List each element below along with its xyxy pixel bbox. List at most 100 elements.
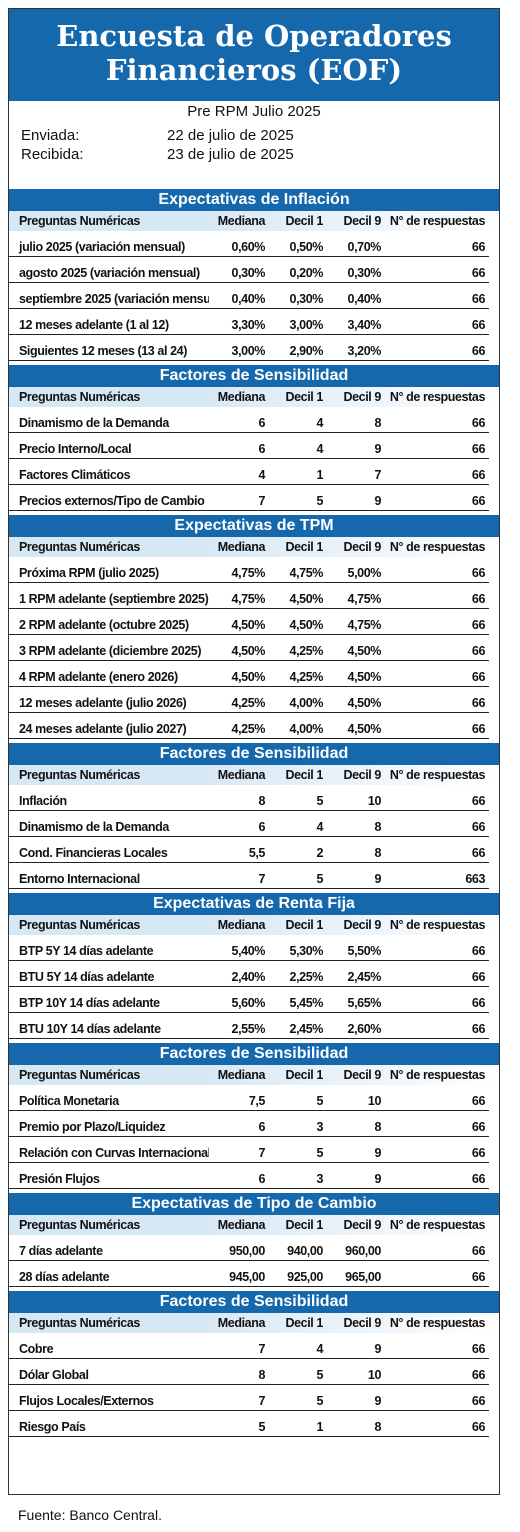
row-value: 2,45%	[269, 1022, 327, 1039]
row-value: 9	[327, 1172, 385, 1189]
row-value: 66	[385, 468, 489, 485]
row-value: 925,00	[269, 1270, 327, 1287]
row-value: 8	[327, 1420, 385, 1437]
row-value: 66	[385, 1342, 489, 1359]
column-header: Mediana	[217, 390, 266, 404]
section-title: Expectativas de Tipo de Cambio	[9, 1193, 499, 1215]
table-row: Inflación 8 5 10 66	[9, 785, 499, 811]
row-value: 66	[385, 1120, 489, 1137]
column-header-question: Preguntas Numéricas	[19, 918, 140, 932]
row-label: BTP 5Y 14 días adelante	[9, 944, 209, 961]
column-header: Decil 1	[285, 918, 323, 932]
row-value: 66	[385, 644, 489, 661]
row-value: 7	[327, 468, 385, 485]
column-header: Mediana	[217, 918, 266, 932]
row-value: 10	[327, 794, 385, 811]
table-row: Cobre 7 4 9 66	[9, 1333, 499, 1359]
row-label: 7 días adelante	[9, 1244, 209, 1261]
row-value: 4,50%	[209, 644, 269, 661]
row-value: 4,50%	[327, 722, 385, 739]
table-row: 7 días adelante 950,00 940,00 960,00 66	[9, 1235, 499, 1261]
table-row: 2 RPM adelante (octubre 2025) 4,50% 4,50% 4…	[9, 609, 499, 635]
column-header: Decil 1	[285, 1218, 323, 1232]
column-header-row: Preguntas Numéricas Mediana Decil 1 Decil 9…	[9, 211, 499, 231]
row-value: 8	[209, 1368, 269, 1385]
row-value: 1	[269, 1420, 327, 1437]
row-value: 5,45%	[269, 996, 327, 1013]
row-value: 5	[269, 1146, 327, 1163]
survey-section: Expectativas de TPM Preguntas Numéricas Me…	[9, 515, 499, 739]
column-header-row: Preguntas Numéricas Mediana Decil 1 Decil 9…	[9, 1065, 499, 1085]
section-title: Expectativas de Inflación	[9, 189, 499, 211]
row-value: 66	[385, 1420, 489, 1437]
row-value: 3,30%	[209, 318, 269, 335]
column-header: Mediana	[217, 1316, 266, 1330]
row-value: 8	[327, 1120, 385, 1137]
row-label: Dinamismo de la Demanda	[9, 820, 209, 837]
survey-section: Expectativas de Tipo de Cambio Preguntas …	[9, 1193, 499, 1287]
row-value: 2	[269, 846, 327, 863]
column-header: N° de respuestas	[389, 1316, 486, 1330]
row-value: 0,60%	[209, 240, 269, 257]
row-value: 3	[269, 1172, 327, 1189]
table-row: Relación con Curvas Internacionales 7 5 9 66	[9, 1137, 499, 1163]
row-value: 66	[385, 416, 489, 433]
table-row: BTP 5Y 14 días adelante 5,40% 5,30% 5,50% 66	[9, 935, 499, 961]
row-value: 5,50%	[327, 944, 385, 961]
received-value: 23 de julio de 2025	[167, 146, 294, 163]
row-label: 24 meses adelante (julio 2027)	[9, 722, 209, 739]
row-label: Premio por Plazo/Liquidez	[9, 1120, 209, 1137]
row-value: 66	[385, 996, 489, 1013]
row-value: 8	[327, 846, 385, 863]
row-value: 66	[385, 1394, 489, 1411]
table-row: 24 meses adelante (julio 2027) 4,25% 4,00%…	[9, 713, 499, 739]
table-row: Precio Interno/Local 6 4 9 66	[9, 433, 499, 459]
row-value: 6	[209, 416, 269, 433]
column-header-row: Preguntas Numéricas Mediana Decil 1 Decil 9…	[9, 387, 499, 407]
row-value: 66	[385, 970, 489, 987]
row-value: 3,20%	[327, 344, 385, 361]
row-label: 12 meses adelante (1 al 12)	[9, 318, 209, 335]
column-header-row: Preguntas Numéricas Mediana Decil 1 Decil 9…	[9, 765, 499, 785]
section-title: Factores de Sensibilidad	[9, 743, 499, 765]
row-value: 9	[327, 1146, 385, 1163]
row-value: 9	[327, 1394, 385, 1411]
column-header-question: Preguntas Numéricas	[19, 540, 140, 554]
table-row: 12 meses adelante (1 al 12) 3,30% 3,00% 3,4…	[9, 309, 499, 335]
row-value: 66	[385, 318, 489, 335]
row-value: 66	[385, 592, 489, 609]
survey-section: Factores de Sensibilidad Preguntas Numéri…	[9, 743, 499, 889]
column-header: Decil 1	[285, 1316, 323, 1330]
sent-value: 22 de julio de 2025	[167, 127, 294, 144]
row-value: 9	[327, 872, 385, 889]
survey-section: Factores de Sensibilidad Preguntas Numéri…	[9, 1291, 499, 1437]
row-value: 7	[209, 872, 269, 889]
column-header: N° de respuestas	[389, 1218, 486, 1232]
row-label: BTP 10Y 14 días adelante	[9, 996, 209, 1013]
survey-tables: Expectativas de Inflación Preguntas Numér…	[9, 189, 499, 1437]
table-row: septiembre 2025 (variación mensual) 0,40%…	[9, 283, 499, 309]
section-title: Expectativas de TPM	[9, 515, 499, 537]
row-label: Factores Climáticos	[9, 468, 209, 485]
row-value: 66	[385, 1094, 489, 1111]
row-value: 5	[269, 1394, 327, 1411]
row-value: 0,50%	[269, 240, 327, 257]
table-row: 1 RPM adelante (septiembre 2025) 4,75% 4,5…	[9, 583, 499, 609]
column-header: Decil 1	[285, 1068, 323, 1082]
row-label: agosto 2025 (variación mensual)	[9, 266, 209, 283]
table-row: Siguientes 12 meses (13 al 24) 3,00% 2,90%…	[9, 335, 499, 361]
row-value: 2,60%	[327, 1022, 385, 1039]
received-label: Recibida:	[21, 146, 84, 163]
column-header: N° de respuestas	[389, 540, 486, 554]
row-value: 2,45%	[327, 970, 385, 987]
row-value: 5,60%	[209, 996, 269, 1013]
column-header-question: Preguntas Numéricas	[19, 768, 140, 782]
row-label: Política Monetaria	[9, 1094, 209, 1111]
row-value: 4,50%	[269, 618, 327, 635]
row-value: 66	[385, 442, 489, 459]
row-value: 4,50%	[327, 670, 385, 687]
column-header: N° de respuestas	[389, 918, 486, 932]
survey-section: Expectativas de Inflación Preguntas Numér…	[9, 189, 499, 361]
row-value: 3,00%	[269, 318, 327, 335]
table-row: julio 2025 (variación mensual) 0,60% 0,50%…	[9, 231, 499, 257]
